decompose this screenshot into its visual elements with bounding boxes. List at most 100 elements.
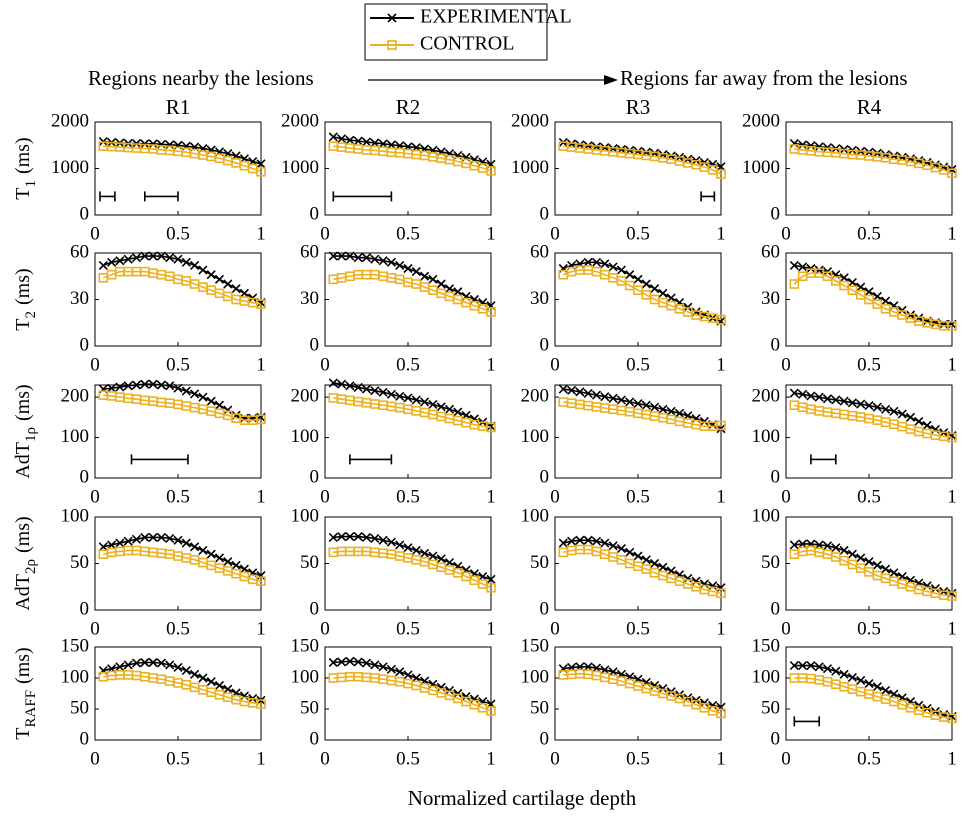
marker-x [889, 406, 899, 416]
marker-x [353, 531, 363, 542]
marker-x [872, 560, 882, 570]
panel-title: R1 [166, 95, 191, 119]
marker-x [370, 254, 380, 264]
marker-x [190, 389, 200, 399]
marker-square [486, 582, 496, 593]
x-tick-label: 0 [550, 748, 560, 769]
marker-x [165, 533, 175, 543]
marker-x [831, 395, 841, 405]
marker-x [206, 396, 216, 406]
significance-bar [332, 191, 393, 202]
marker-x [558, 384, 568, 394]
marker-x [625, 547, 635, 557]
marker-x [591, 536, 602, 546]
marker-x [708, 581, 718, 591]
marker-x [616, 265, 626, 275]
marker-x [131, 380, 142, 390]
marker-x [386, 257, 396, 267]
x-tick-label: 0.5 [857, 618, 881, 639]
marker-x [115, 256, 125, 266]
marker-x [847, 277, 857, 288]
y-label-sub: 2 [23, 311, 39, 319]
plot-frame [785, 384, 953, 479]
panel-title: R3 [626, 95, 651, 119]
y-label-main: AdT [12, 574, 34, 611]
marker-x [469, 694, 479, 704]
plot-frame [554, 646, 722, 741]
y-tick-label: 200 [752, 385, 781, 406]
marker-square [256, 699, 266, 709]
marker-x [411, 545, 421, 556]
y-tick-label: 200 [521, 385, 550, 406]
panel-title: R2 [396, 95, 421, 119]
marker-square [716, 420, 726, 431]
x-tick-label: 0 [320, 748, 330, 769]
y-tick-label: 60 [70, 241, 89, 262]
y-tick-label: 0 [80, 203, 90, 224]
marker-x [428, 551, 438, 561]
marker-x [444, 284, 455, 294]
marker-x [889, 568, 899, 578]
marker-x [173, 535, 183, 545]
y-tick-label: 0 [771, 203, 781, 224]
x-tick-label: 0 [781, 486, 791, 507]
marker-square [256, 576, 266, 586]
marker-x [822, 664, 833, 674]
y-tick-label: 0 [540, 203, 550, 224]
x-tick-label: 0.5 [396, 354, 420, 375]
y-tick-label: 0 [540, 728, 550, 749]
x-tick-label: 1 [256, 354, 266, 375]
marker-x [190, 669, 200, 679]
marker-square [947, 168, 957, 178]
marker-x [165, 140, 175, 150]
y-axis-label: TRAFF (ms) [12, 647, 40, 739]
marker-x [231, 560, 241, 570]
y-tick-label: 1000 [281, 157, 319, 178]
marker-x [214, 680, 225, 691]
legend-box [364, 3, 548, 61]
marker-x [214, 400, 225, 410]
marker-x [386, 389, 396, 399]
y-tick-label: 0 [771, 334, 781, 355]
y-tick-label: 0 [310, 466, 320, 487]
marker-x [856, 553, 866, 563]
significance-bar [810, 454, 837, 465]
y-tick-label: 50 [530, 552, 549, 573]
marker-x [831, 543, 841, 553]
x-tick-label: 1 [716, 748, 726, 769]
marker-x [436, 682, 446, 692]
y-tick-label: 50 [761, 552, 780, 573]
marker-x [558, 538, 568, 548]
x-tick-label: 0.5 [396, 486, 420, 507]
marker-x [411, 267, 421, 277]
marker-x [708, 159, 718, 169]
marker-x [198, 392, 208, 402]
plot-frame [554, 252, 722, 347]
marker-x [181, 386, 191, 396]
marker-x [814, 392, 824, 402]
marker-x [328, 532, 338, 543]
annotation-right: Regions far away from the lesions [620, 66, 908, 90]
marker-x [881, 404, 891, 414]
y-label-unit: (ms) [12, 516, 34, 553]
marker-square [256, 414, 266, 425]
y-tick-label: 0 [771, 466, 781, 487]
y-tick-label: 0 [540, 598, 550, 619]
y-tick-label: 60 [300, 241, 319, 262]
y-tick-label: 150 [752, 635, 781, 656]
y-tick-label: 0 [771, 598, 781, 619]
marker-x [650, 284, 660, 294]
marker-x [847, 549, 857, 559]
x-tick-label: 0.5 [626, 354, 650, 375]
marker-x [847, 672, 857, 682]
y-tick-label: 100 [291, 426, 320, 447]
marker-x [115, 538, 125, 548]
marker-x [789, 661, 799, 671]
marker-x [345, 531, 355, 542]
marker-x [798, 389, 808, 399]
y-tick-label: 30 [300, 288, 319, 309]
x-tick-label: 1 [947, 748, 957, 769]
marker-x [328, 251, 338, 261]
marker-x [214, 274, 225, 284]
marker-x [699, 579, 709, 589]
